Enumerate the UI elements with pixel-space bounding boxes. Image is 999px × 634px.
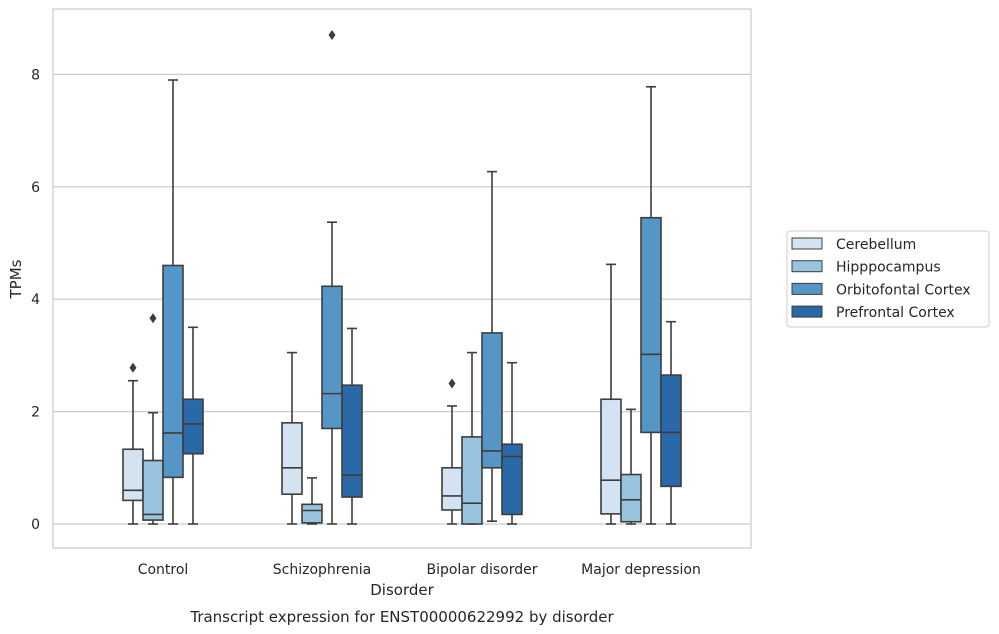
x-tick-label: Schizophrenia [273,562,371,578]
y-tick-label: 0 [31,517,40,533]
iqr-box [620,473,642,523]
box-0-3 [600,263,622,525]
outlier-marker [328,30,336,41]
legend-label-2: Orbitofontal Cortex [836,282,971,298]
iqr-box [660,374,682,488]
box-2-0 [162,79,184,525]
chart-caption: Transcript expression for ENST0000062299… [189,608,614,626]
box-2-2 [481,170,503,522]
outlier-marker [129,362,137,373]
iqr-box [142,459,164,521]
box-0-0 [122,362,144,525]
box-0-1 [281,351,303,525]
box-3-2 [501,361,523,525]
y-tick-label: 4 [31,292,40,308]
legend-swatch-2 [791,282,823,295]
y-tick-label: 8 [31,67,40,83]
legend-swatch-3 [791,305,823,318]
box-3-0 [182,326,204,525]
box-2-3 [640,85,662,525]
legend-frame [786,230,990,328]
x-tick-label: Control [138,562,189,578]
legend-swatch-1 [791,260,823,273]
legend-label-1: Hipppocampus [836,260,941,276]
plot-frame [52,8,752,549]
outlier-marker [149,313,157,324]
iqr-box [461,436,483,525]
y-axis-title: TPMs [7,259,25,299]
iqr-box [341,384,363,498]
legend-label-0: Cerebellum [836,237,916,253]
y-tick-label: 2 [31,405,40,421]
x-axis-title: Disorder [370,581,434,599]
iqr-box [640,216,662,434]
iqr-box [122,448,144,502]
x-tick-label: Major depression [581,562,701,578]
y-tick-label: 6 [31,180,40,196]
box-0-2 [441,378,463,525]
iqr-box [182,398,204,455]
iqr-box [301,503,323,524]
iqr-box [321,285,343,430]
outlier-marker [448,378,456,389]
box-3-1 [341,327,363,525]
box-2-1 [321,30,343,525]
iqr-box [281,422,303,496]
box-1-3 [620,408,642,525]
x-tick-labels: Control Schizophrenia Bipolar disorder Majo… [138,562,701,578]
legend: Cerebellum Hipppocampus Orbitofontal Corte… [786,230,990,328]
y-tick-labels: 0 2 4 6 8 [31,67,40,533]
iqr-box [481,332,503,469]
iqr-box [162,264,184,479]
iqr-box [501,443,523,516]
iqr-box [600,398,622,515]
box-1-1 [301,477,323,525]
x-tick-label: Bipolar disorder [426,562,537,578]
legend-swatch-0 [791,237,823,250]
box-1-0 [142,313,164,525]
box-3-3 [660,320,682,525]
box-groups [122,30,682,525]
legend-label-3: Prefrontal Cortex [836,305,955,321]
box-1-2 [461,351,483,525]
iqr-box [441,466,463,511]
